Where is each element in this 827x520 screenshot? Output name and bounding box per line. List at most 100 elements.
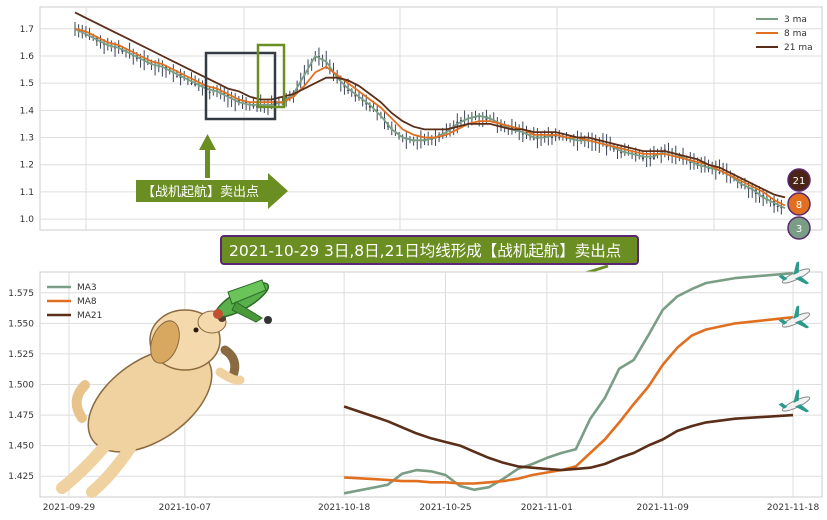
bottom-xtick-4: 2021-11-01: [521, 503, 573, 513]
top-ytick-3: 1.3: [20, 134, 34, 144]
top-ytick-0: 1.0: [20, 215, 35, 225]
top-ytick-4: 1.4: [20, 106, 35, 116]
ma-badges: 21 8 3: [787, 168, 811, 240]
candle-body: [354, 93, 357, 97]
candle-body: [631, 151, 634, 155]
bottom-ytick-1: 1.450: [8, 442, 34, 452]
candle-body: [212, 89, 215, 93]
candle-body: [405, 139, 408, 141]
top-ytick-5: 1.5: [20, 79, 34, 89]
candle-body: [725, 174, 728, 176]
candle-body: [558, 137, 561, 139]
candle-body: [208, 91, 211, 93]
candle-body: [154, 65, 157, 68]
top-chart: 1.0 1.1 1.2 1.3 1.4 1.5 1.6 1.7 【战机起航】卖出点 3 ma …: [20, 6, 823, 240]
legend-label-21ma: 21 ma: [784, 43, 813, 53]
badge-3-label: 3: [796, 224, 802, 235]
top-ytick-2: 1.2: [20, 161, 34, 171]
candle-body: [343, 85, 346, 88]
signal-banner-text: 2021-10-29 3日,8日,21日均线形成【战机起航】卖出点: [229, 242, 621, 260]
signal-banner: 2021-10-29 3日,8日,21日均线形成【战机起航】卖出点: [220, 235, 639, 285]
candle-body: [649, 158, 652, 160]
candle-body: [365, 102, 368, 105]
bottom-ytick-3: 1.500: [8, 381, 34, 391]
candle-body: [445, 132, 448, 135]
top-legend: 3 ma 8 ma 21 ma: [756, 15, 813, 53]
bottom-xtick-3: 2021-10-25: [419, 503, 471, 513]
jumping-dog-illustration: [56, 309, 245, 498]
legend-label-8ma: 8 ma: [784, 29, 807, 39]
airplane-icon-ma3: [778, 261, 811, 285]
candle-body: [543, 135, 546, 137]
candle-body: [540, 135, 543, 138]
candle-body: [769, 201, 772, 203]
badge-8-label: 8: [796, 200, 802, 211]
bottom-legend: MA3 MA8 MA21: [47, 283, 102, 321]
candle-body: [190, 83, 193, 85]
candle-body: [554, 135, 557, 137]
candle-body: [740, 184, 743, 186]
candle-body: [121, 49, 124, 52]
candle-body: [248, 102, 251, 106]
signal-label-text: 【战机起航】卖出点: [142, 184, 259, 200]
legend-label-MA21: MA21: [77, 311, 102, 321]
bottom-line-MA3: [343, 271, 794, 495]
bottom-y-tick-labels: 1.425 1.450 1.475 1.500 1.525 1.550 1.575: [8, 289, 34, 482]
legend-label-MA3: MA3: [77, 283, 97, 293]
candle-body: [376, 109, 379, 111]
toy-plane-illustration: [213, 279, 272, 324]
candle-body: [245, 101, 248, 103]
bottom-chart: 1.425 1.450 1.475 1.500 1.525 1.550 1.575 2021…: [8, 261, 823, 513]
candle-body: [74, 30, 76, 32]
bottom-ytick-0: 1.425: [8, 472, 34, 482]
signal-label-arrow: 【战机起航】卖出点: [136, 173, 288, 209]
bottom-xtick-2: 2021-10-18: [318, 503, 371, 513]
bottom-ytick-6: 1.575: [8, 289, 34, 299]
bottom-line-MA8: [344, 315, 794, 485]
candle-body: [609, 143, 612, 145]
candle-body: [237, 99, 240, 102]
candle-body: [671, 150, 674, 153]
bottom-ytick-2: 1.475: [8, 411, 34, 421]
candle-body: [638, 157, 641, 159]
candle-body: [372, 109, 375, 111]
bottom-xtick-5: 2021-11-09: [637, 503, 690, 513]
candle-body: [317, 56, 320, 58]
candle-body: [398, 135, 401, 137]
bottom-line-MA21: [343, 405, 794, 472]
candle-body: [336, 79, 339, 81]
candle-body: [514, 131, 517, 133]
badge-3: [787, 216, 811, 240]
airplane-icon-ma21: [778, 389, 811, 413]
bottom-xtick-6: 2021-11-18: [767, 503, 820, 513]
top-ytick-6: 1.6: [20, 52, 35, 62]
top-line-8ma: [74, 27, 786, 207]
candle-body: [510, 127, 513, 129]
candle-body: [489, 116, 492, 118]
candle-body: [747, 187, 750, 190]
candle-body: [430, 138, 433, 140]
candle-body: [408, 140, 411, 142]
candle-body: [707, 167, 710, 170]
airplane-icon-ma8: [778, 305, 811, 329]
badge-21-label: 21: [793, 176, 806, 187]
candle-body: [223, 92, 226, 94]
candle-body: [216, 89, 218, 92]
candle-body: [241, 101, 244, 103]
top-ma-lines: [74, 11, 786, 210]
candle-body: [339, 79, 342, 81]
candle-body: [347, 89, 350, 91]
candle-body: [532, 138, 535, 140]
candle-body: [605, 146, 608, 148]
bottom-x-tick-labels: 2021-09-29 2021-10-07 2021-10-18 2021-10-25…: [43, 503, 820, 513]
candle-body: [470, 117, 473, 120]
candle-body: [146, 63, 149, 65]
candle-body: [459, 119, 462, 122]
candle-body: [368, 105, 371, 108]
candle-body: [175, 76, 178, 78]
candle-body: [379, 113, 382, 115]
candle-body: [194, 83, 197, 86]
candle-body: [718, 172, 721, 174]
bottom-ma-lines: [343, 271, 794, 495]
